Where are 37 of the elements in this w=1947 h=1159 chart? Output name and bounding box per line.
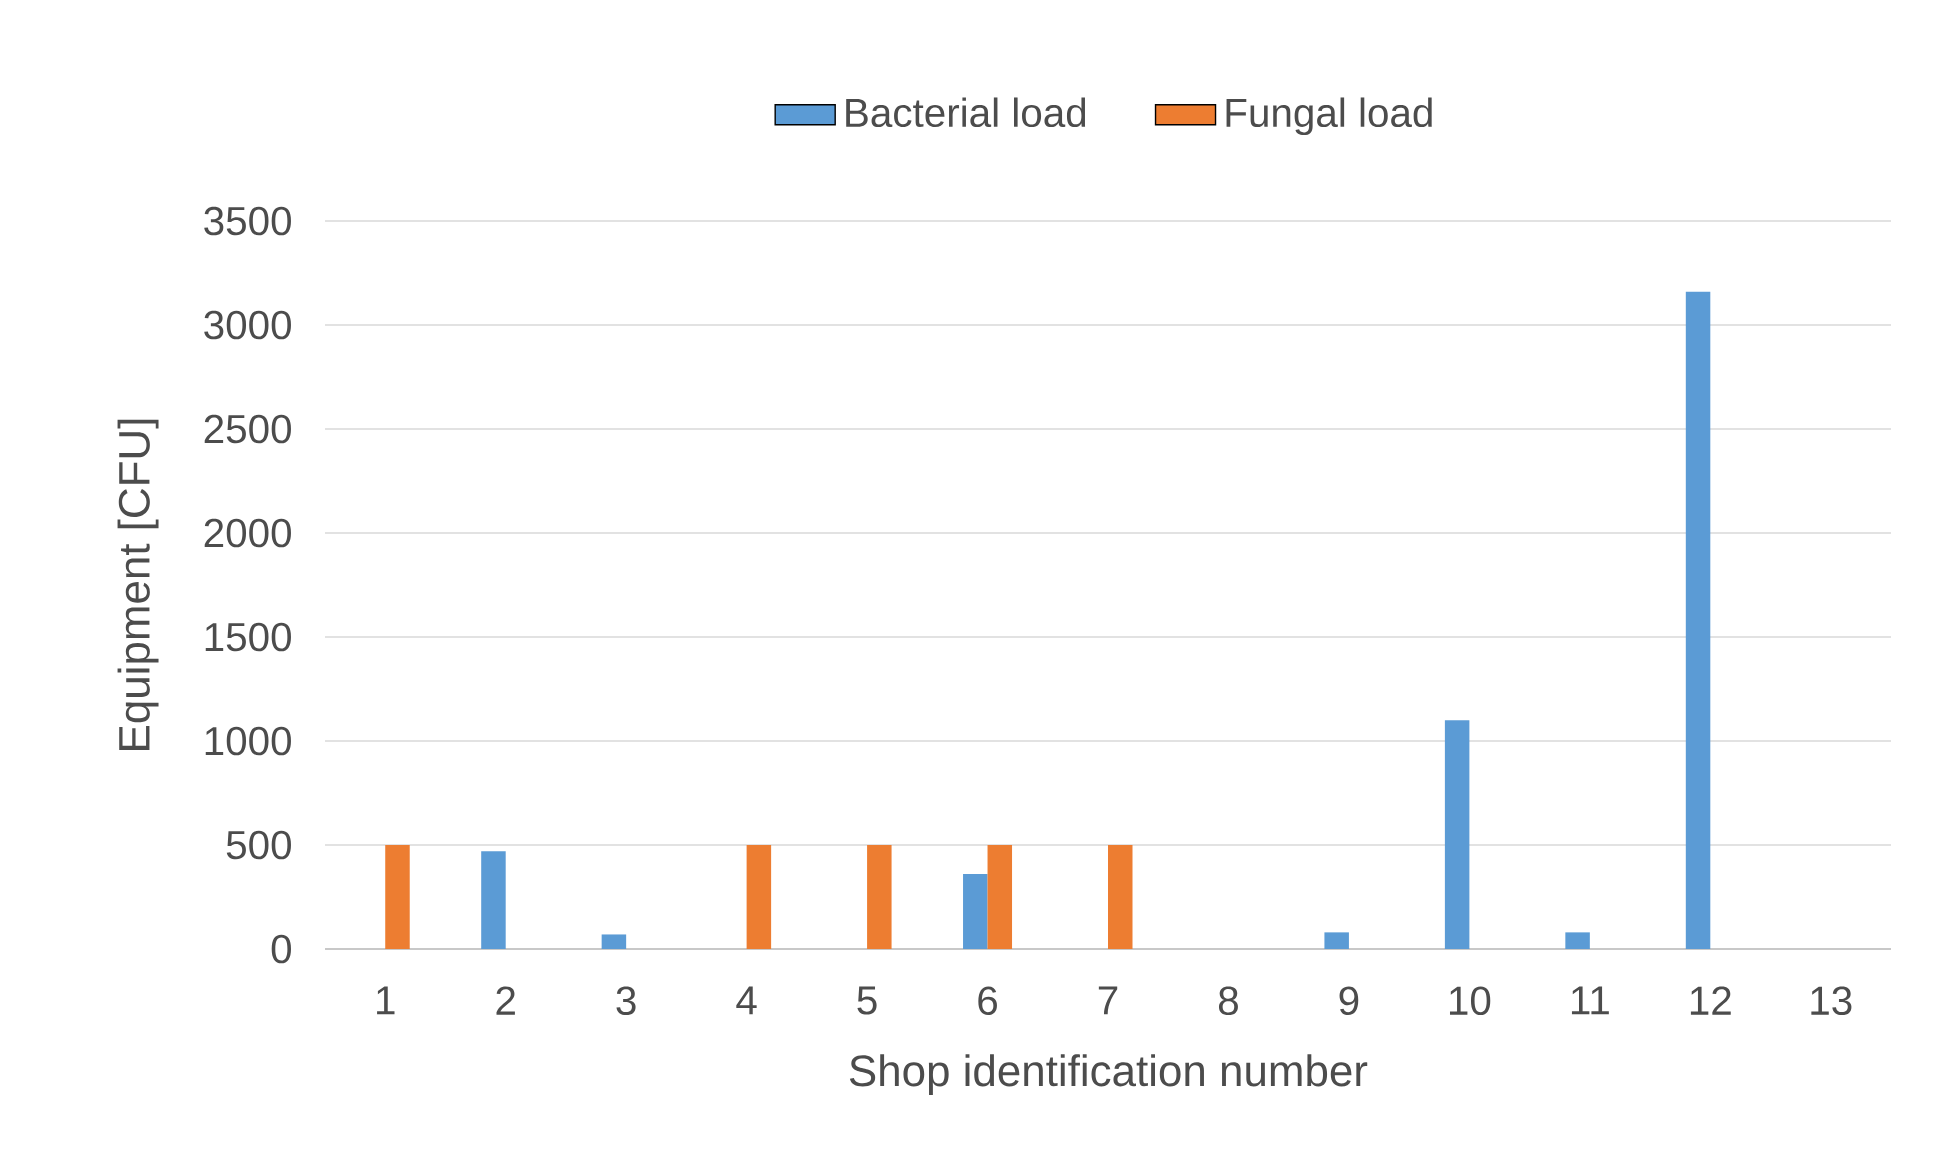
x-tick-label: 7 <box>1098 986 1118 1015</box>
x-tick-label: 2 <box>496 986 515 1015</box>
x-tick-label: 4 <box>736 986 757 1015</box>
y-tick-label: 500 <box>226 830 291 860</box>
y-tick-label: 0 <box>271 934 291 964</box>
x-tick-label: 6 <box>978 986 997 1016</box>
bar <box>601 934 627 949</box>
x-tick-label: 8 <box>1218 986 1238 1016</box>
y-tick-label: 3000 <box>204 310 291 340</box>
y-tick-label: 1000 <box>205 726 291 756</box>
x-tick-label: 1 <box>377 986 395 1015</box>
bar <box>1108 845 1133 949</box>
x-tick-label: 11 <box>1571 986 1609 1015</box>
bar <box>1324 932 1349 949</box>
x-tick-label: 10 <box>1449 986 1491 1016</box>
bar <box>987 845 1013 949</box>
legend-label: Bacterial load <box>846 97 1086 128</box>
y-tick-label: 2000 <box>204 518 291 548</box>
y-tick-label: 1500 <box>205 622 291 652</box>
bar <box>1685 291 1711 949</box>
y-tick-label: 3500 <box>204 206 291 236</box>
x-tick-label: 13 <box>1811 986 1852 1016</box>
x-tick-label: 12 <box>1690 986 1731 1015</box>
x-tick-label: 9 <box>1339 986 1359 1016</box>
x-axis-title: Shop identification number <box>849 1054 1368 1096</box>
bar <box>385 845 410 949</box>
bar <box>481 851 506 949</box>
y-axis-title: Equipment [CFU] <box>117 419 159 750</box>
bar <box>746 845 772 949</box>
bar <box>963 874 988 949</box>
bar <box>1565 932 1590 949</box>
bar <box>867 845 892 949</box>
bar <box>1444 720 1470 949</box>
x-tick-label: 3 <box>616 986 636 1016</box>
x-tick-label: 5 <box>857 986 877 1015</box>
y-tick-label: 2500 <box>204 414 291 444</box>
legend-label: Fungal load <box>1226 97 1432 136</box>
